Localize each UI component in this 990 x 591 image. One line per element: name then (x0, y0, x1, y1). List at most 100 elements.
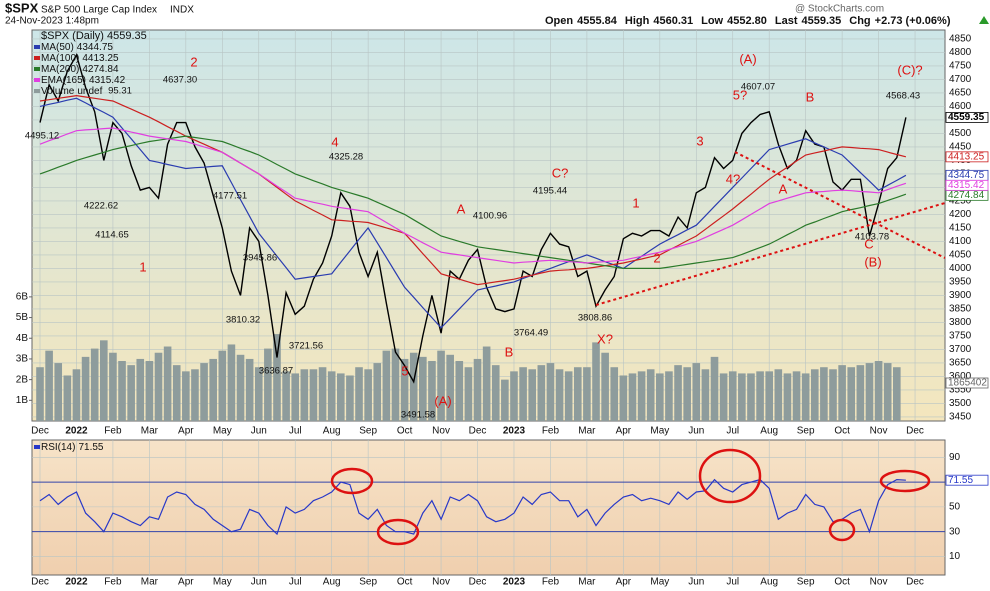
volume-bar (610, 367, 619, 421)
x-tick-label: Dec (31, 577, 49, 588)
volume-bar (829, 369, 837, 421)
price-annotation: 4177.51 (213, 191, 247, 202)
volume-bar (665, 371, 673, 421)
wave-label: B (505, 344, 514, 359)
x-tick-label: Aug (760, 577, 778, 588)
volume-bar (145, 361, 154, 421)
legend-swatch (34, 67, 40, 71)
volume-bar (856, 365, 865, 421)
x-tick-label: Aug (760, 426, 778, 437)
legend-value: undef (77, 86, 102, 97)
x-tick-label: Apr (616, 577, 632, 588)
series-line (39, 53, 907, 384)
x-tick-label: Sep (797, 426, 815, 437)
legend-entry: $SPX (Daily) 4559.35 (41, 30, 147, 42)
volume-bar (419, 356, 427, 421)
volume-bar (391, 348, 400, 421)
volume-bar (109, 352, 117, 421)
highlight-ellipse (828, 518, 856, 542)
x-tick-label: Jul (289, 426, 302, 437)
volume-bar (528, 369, 537, 421)
x-tick-label: Dec (906, 426, 924, 437)
instrument-name: S&P 500 Large Cap Index (41, 5, 157, 16)
y-tick-label: 3500 (949, 398, 972, 409)
volume-bar (728, 371, 737, 421)
volume-bar (491, 365, 500, 421)
wave-label: 5 (401, 363, 408, 378)
x-tick-label: Nov (870, 426, 888, 437)
highlight-ellipse (698, 448, 762, 504)
volume-bar (273, 334, 281, 421)
price-annotation: 4568.43 (886, 91, 920, 102)
volume-bar (72, 369, 81, 421)
volume-bar (765, 371, 773, 421)
price-annotation: 4222.62 (84, 201, 118, 212)
timestamp: 24-Nov-2023 1:48pm (5, 16, 99, 27)
legend-value: 71.55 (78, 442, 103, 453)
volume-bar (501, 379, 509, 421)
volume-bar (820, 367, 828, 421)
volume-bar (792, 371, 801, 421)
y-tick-label: 3550 (949, 385, 972, 396)
y-tick-label: 3800 (949, 317, 972, 328)
highlight-ellipse (330, 467, 374, 495)
x-tick-label: 2022 (65, 577, 88, 588)
volume-bar (355, 367, 363, 421)
y-tick-label: 4450 (949, 142, 972, 153)
volume-bar (482, 346, 491, 421)
price-annotation: 4607.07 (741, 82, 775, 93)
volume-bar (172, 365, 181, 421)
volume-bar (774, 369, 783, 421)
x-tick-label: Nov (432, 426, 450, 437)
x-tick-label: Apr (616, 426, 632, 437)
value-flag-box (945, 151, 989, 163)
volume-bar (254, 367, 263, 421)
volume-bar (628, 373, 637, 421)
x-tick-label: Mar (141, 577, 159, 588)
volume-bar (54, 363, 63, 421)
volume-bar (719, 373, 728, 421)
legend-entry: EMA(165) 4315.42 (41, 75, 126, 86)
y2-tick-label: 5B (16, 312, 29, 323)
volume-bar (646, 369, 655, 421)
x-tick-label: Sep (359, 577, 377, 588)
quote-value: 4560.31 (653, 15, 693, 27)
wave-label: (C)? (897, 62, 922, 77)
volume-bar (327, 371, 336, 421)
y-tick-label: 4150 (949, 223, 972, 234)
x-tick-label: Aug (323, 426, 341, 437)
volume-bar (847, 367, 856, 421)
y-tick-label: 4850 (949, 34, 972, 45)
legend-value: 4274.84 (82, 64, 119, 75)
volume-bar (346, 375, 354, 421)
y-tick-label: 3750 (949, 331, 972, 342)
y-tick-label: 3700 (949, 344, 972, 355)
volume-bar (555, 369, 564, 421)
volume-bar (674, 365, 682, 421)
x-tick-label: Mar (578, 577, 596, 588)
y-tick-label: 3450 (949, 412, 972, 423)
volume-bar (409, 352, 418, 421)
price-annotation: 3636.87 (259, 366, 293, 377)
x-tick-label: May (650, 426, 669, 437)
wave-label: 1 (632, 195, 639, 210)
volume-bar (291, 373, 300, 421)
volume-bar (619, 375, 628, 421)
x-tick-label: Mar (578, 426, 596, 437)
rsi-panel (31, 439, 946, 576)
volume-bar (227, 344, 236, 421)
y-tick-label: 3600 (949, 371, 972, 382)
x-tick-label: Jul (726, 577, 739, 588)
quote-value: 4555.84 (577, 15, 618, 27)
y-tick-label: 4800 (949, 47, 972, 58)
volume-bar (883, 363, 892, 421)
volume-bar (747, 373, 755, 421)
y-tick-label: 10 (949, 551, 961, 562)
y2-tick-label: 6B (16, 292, 29, 303)
legend-name: MA(50) (41, 42, 74, 53)
volume-bar (692, 363, 701, 421)
wave-label: A (779, 181, 788, 196)
value-flag-box (945, 377, 989, 389)
legend-name: Volume (41, 86, 75, 97)
volume-bar (236, 354, 245, 421)
